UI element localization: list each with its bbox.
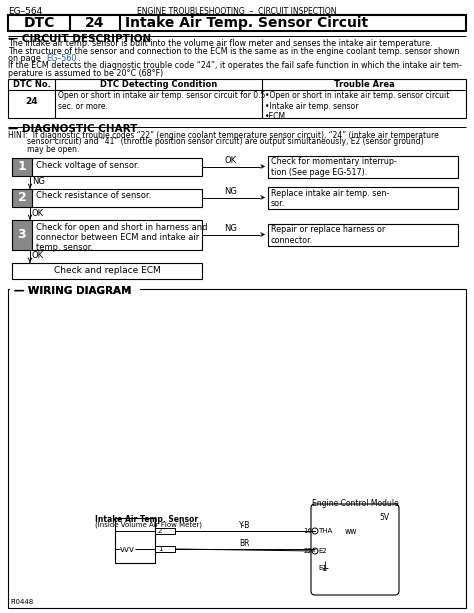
Text: 24: 24 <box>85 16 105 30</box>
Bar <box>8 78 466 118</box>
Bar <box>12 219 32 249</box>
Text: — WIRING DIAGRAM: — WIRING DIAGRAM <box>14 286 131 297</box>
Text: OK: OK <box>225 156 237 165</box>
Text: Check for momentary interrup-
tion (See page EG-517).: Check for momentary interrup- tion (See … <box>271 158 397 177</box>
Bar <box>268 156 458 178</box>
Text: 1: 1 <box>158 546 163 552</box>
Text: 2: 2 <box>158 528 163 534</box>
Bar <box>12 262 202 278</box>
Text: 24: 24 <box>25 97 38 107</box>
Text: DTC No.: DTC No. <box>13 80 50 89</box>
Bar <box>10 283 140 289</box>
Text: — CIRCUIT DESCRIPTION: — CIRCUIT DESCRIPTION <box>8 34 151 44</box>
Bar <box>8 289 466 608</box>
Text: Check for open and short in harness and
connector between ECM and intake air
tem: Check for open and short in harness and … <box>36 223 208 253</box>
Bar <box>32 158 202 175</box>
Text: — DIAGNOSTIC CHART: — DIAGNOSTIC CHART <box>8 124 137 134</box>
Text: DTC Detecting Condition: DTC Detecting Condition <box>100 80 217 89</box>
Bar <box>155 546 175 552</box>
Text: EG–564: EG–564 <box>8 7 42 16</box>
Text: Open or short in intake air temp. sensor circuit for 0.5
sec. or more.: Open or short in intake air temp. sensor… <box>58 91 265 111</box>
Text: Check resistance of sensor.: Check resistance of sensor. <box>36 191 151 200</box>
Text: 5V: 5V <box>379 512 389 522</box>
Bar <box>12 158 32 175</box>
Bar <box>155 528 175 534</box>
Text: on page: on page <box>8 54 43 63</box>
Text: THA: THA <box>318 528 332 534</box>
Text: Check voltage of sensor.: Check voltage of sensor. <box>36 161 139 170</box>
Text: BR: BR <box>240 539 250 548</box>
Bar <box>268 186 458 208</box>
Text: (Inside Volume Air Flow Meter): (Inside Volume Air Flow Meter) <box>95 521 202 528</box>
Text: ww: ww <box>345 527 357 536</box>
Text: 2: 2 <box>18 191 27 204</box>
Text: 1: 1 <box>18 160 27 173</box>
Text: 16: 16 <box>303 528 312 534</box>
Circle shape <box>312 548 318 554</box>
Text: HINT:  If diagnostic trouble codes “22” (engine coolant temperature sensor circu: HINT: If diagnostic trouble codes “22” (… <box>8 131 439 140</box>
Bar <box>8 15 466 31</box>
Text: vvv: vvv <box>120 544 135 554</box>
Text: Replace intake air temp. sen-
sor.: Replace intake air temp. sen- sor. <box>271 189 389 208</box>
Text: OK: OK <box>32 251 44 261</box>
Text: Repair or replace harness or
connector.: Repair or replace harness or connector. <box>271 226 385 245</box>
Text: — WIRING DIAGRAM: — WIRING DIAGRAM <box>14 286 131 297</box>
Text: Fi0448: Fi0448 <box>10 599 33 605</box>
Text: Check and replace ECM: Check and replace ECM <box>54 266 160 275</box>
Text: 3: 3 <box>18 228 27 241</box>
Text: Y-B: Y-B <box>239 521 251 530</box>
Text: NG: NG <box>32 178 45 186</box>
Text: The intake air temp. sensor is built into the volume air flow meter and senses t: The intake air temp. sensor is built int… <box>8 39 433 48</box>
Bar <box>32 189 202 207</box>
Text: DTC: DTC <box>23 16 55 30</box>
Text: E2: E2 <box>318 548 327 554</box>
Text: Intake Air Temp. Sensor: Intake Air Temp. Sensor <box>95 515 198 524</box>
Text: Intake Air Temp. Sensor Circuit: Intake Air Temp. Sensor Circuit <box>125 16 368 30</box>
Text: sensor circuit) and “41” (throttle position sensor circuit) are output simultane: sensor circuit) and “41” (throttle posit… <box>8 137 424 147</box>
Text: may be open.: may be open. <box>8 145 79 153</box>
Text: If the ECM detects the diagnostic trouble code “24”, it operates the fail safe f: If the ECM detects the diagnostic troubl… <box>8 61 462 70</box>
Text: .: . <box>77 54 80 63</box>
Text: OK: OK <box>32 208 44 218</box>
Text: NG: NG <box>225 187 237 196</box>
Text: NG: NG <box>225 224 237 233</box>
Bar <box>12 189 32 207</box>
Circle shape <box>312 528 318 534</box>
Text: perature is assumed to be 20°C (68°F): perature is assumed to be 20°C (68°F) <box>8 69 163 78</box>
Text: •Open or short in intake air temp. sensor circuit
•Intake air temp. sensor
•ECM: •Open or short in intake air temp. senso… <box>265 91 449 121</box>
Bar <box>32 219 202 249</box>
Text: EG–560: EG–560 <box>46 54 76 63</box>
Text: The structure of the sensor and connection to the ECM is the same as in the engi: The structure of the sensor and connecti… <box>8 47 459 56</box>
Text: Engine Control Module: Engine Control Module <box>311 499 398 508</box>
Bar <box>268 224 458 245</box>
Text: Trouble Area: Trouble Area <box>334 80 394 89</box>
Text: 22: 22 <box>303 548 312 554</box>
FancyBboxPatch shape <box>311 504 399 595</box>
Bar <box>115 518 155 563</box>
Text: E1: E1 <box>318 565 327 571</box>
Text: ENGINE TROUBLESHOOTING  –  CIRCUIT INSPECTION: ENGINE TROUBLESHOOTING – CIRCUIT INSPECT… <box>137 7 337 16</box>
